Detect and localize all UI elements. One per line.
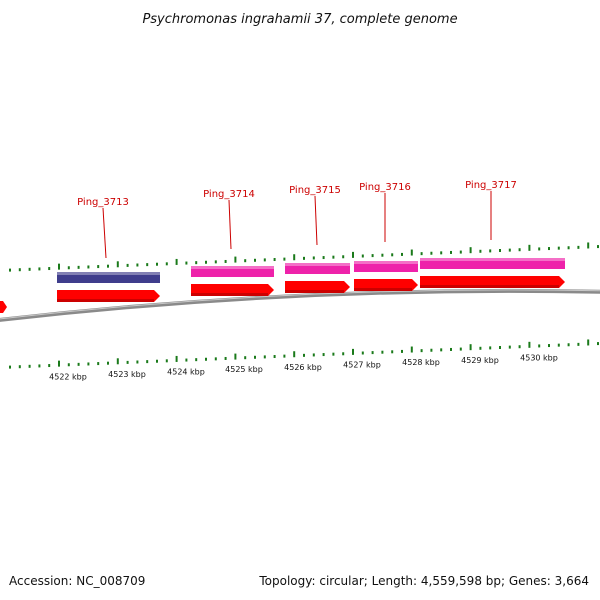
kbp-label: 4528 kbp bbox=[402, 358, 440, 367]
genome-backbone bbox=[0, 288, 600, 322]
map-title: Psychromonas ingrahamii 37, complete gen… bbox=[142, 12, 457, 27]
gene-label-layer: Ping_3713 Ping_3714 Ping_3715 Ping_3716 Ping… bbox=[77, 180, 517, 259]
kbp-label: 4529 kbp bbox=[461, 356, 499, 365]
gene-label-ping_3717[interactable]: Ping_3717 bbox=[465, 180, 517, 191]
gene-bar-ping_3717[interactable] bbox=[420, 258, 565, 269]
inner-tick-ring bbox=[9, 339, 599, 369]
cds-arrow-partial[interactable] bbox=[0, 301, 7, 313]
kbp-label: 4526 kbp bbox=[284, 363, 322, 372]
gene-bar-ping_3714[interactable] bbox=[191, 266, 274, 277]
kbp-label: 4525 kbp bbox=[225, 365, 263, 374]
cds-arrow-shadow bbox=[57, 299, 154, 302]
kbp-label: 4523 kbp bbox=[108, 370, 146, 379]
gene-label-ping_3715[interactable]: Ping_3715 bbox=[289, 185, 341, 196]
gene-label-ping_3713[interactable]: Ping_3713 bbox=[77, 197, 129, 208]
cds-arrow-shadow bbox=[191, 293, 268, 296]
gene-bar-highlight bbox=[57, 272, 160, 275]
feature-track bbox=[0, 258, 565, 313]
gene-label-ping_3714[interactable]: Ping_3714 bbox=[203, 189, 255, 200]
genome-backbone-highlight bbox=[0, 289, 600, 320]
gene-label-ping_3716[interactable]: Ping_3716 bbox=[359, 182, 411, 193]
gene-bar-ping_3713[interactable] bbox=[57, 272, 160, 283]
accession-text: Accession: NC_008709 bbox=[9, 574, 146, 588]
topology-text: Topology: circular; Length: 4,559,598 bp… bbox=[259, 574, 589, 588]
gene-bar-highlight bbox=[420, 258, 565, 261]
gene-bar-ping_3715[interactable] bbox=[285, 263, 350, 274]
gene-leader-line bbox=[314, 195, 318, 246]
gene-leader-line bbox=[228, 199, 232, 250]
kbp-label: 4522 kbp bbox=[49, 372, 87, 381]
cds-arrow-shadow bbox=[285, 290, 344, 293]
kbp-label: 4524 kbp bbox=[167, 368, 205, 377]
gene-bar-highlight bbox=[354, 261, 418, 264]
gene-bar-highlight bbox=[191, 266, 274, 269]
gene-leader-line bbox=[102, 207, 107, 259]
kbp-label: 4530 kbp bbox=[520, 353, 558, 362]
kbp-label-layer: 4522 kbp 4523 kbp 4524 kbp 4525 kbp 4526 kbp… bbox=[49, 353, 558, 381]
gene-bar-ping_3716[interactable] bbox=[354, 261, 418, 272]
outer-tick-ring bbox=[9, 242, 599, 272]
kbp-label: 4527 kbp bbox=[343, 361, 381, 370]
cds-arrow-shadow bbox=[420, 285, 559, 288]
gene-bar-highlight bbox=[285, 263, 350, 266]
cds-arrow-shadow bbox=[354, 288, 412, 291]
